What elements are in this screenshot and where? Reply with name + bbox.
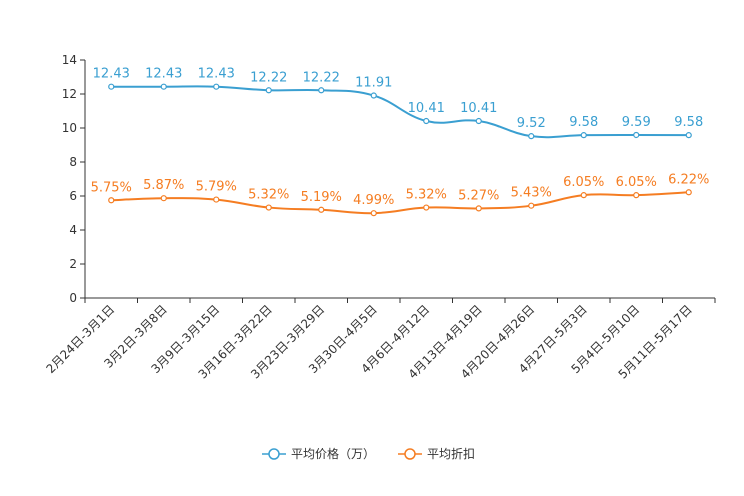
- legend-item-1[interactable]: 平均折扣: [398, 446, 475, 461]
- data-point: [685, 189, 692, 196]
- legend-marker-icon: [404, 448, 416, 460]
- y-tick-label: 12: [62, 87, 77, 101]
- y-tick-label: 0: [69, 291, 77, 305]
- data-point: [633, 192, 640, 199]
- data-label: 5.32%: [406, 188, 447, 203]
- y-tick-label: 14: [62, 53, 77, 67]
- data-point: [370, 210, 377, 217]
- data-label: 9.58: [674, 115, 703, 130]
- y-tick-label: 4: [69, 223, 77, 237]
- data-label: 5.32%: [248, 188, 289, 203]
- data-label: 10.41: [408, 101, 445, 116]
- data-point: [528, 133, 535, 140]
- y-tick-label: 6: [69, 189, 77, 203]
- data-label: 12.22: [303, 70, 340, 85]
- data-point: [423, 204, 430, 211]
- legend-item-0[interactable]: 平均价格（万）: [262, 446, 375, 461]
- data-point: [213, 83, 220, 90]
- legend-marker-icon: [268, 448, 280, 460]
- data-label: 12.22: [250, 70, 287, 85]
- data-label: 12.43: [145, 67, 182, 82]
- data-label: 6.05%: [616, 175, 657, 190]
- data-point: [580, 192, 587, 199]
- data-point: [108, 197, 115, 204]
- data-label: 11.91: [355, 76, 392, 91]
- data-point: [580, 132, 587, 139]
- data-point: [423, 117, 430, 125]
- data-point: [265, 87, 272, 94]
- data-point: [318, 206, 325, 213]
- data-label: 5.87%: [143, 178, 184, 193]
- data-point: [108, 83, 115, 90]
- data-label: 12.43: [198, 67, 235, 82]
- data-points: [108, 83, 692, 217]
- data-point: [685, 132, 692, 139]
- data-label: 9.59: [622, 115, 651, 130]
- data-label: 10.41: [460, 101, 497, 116]
- data-point: [528, 202, 535, 209]
- data-point: [160, 83, 167, 90]
- data-point: [265, 204, 272, 211]
- data-point: [475, 205, 482, 212]
- chart-axes: 024681012142月24日-3月1日3月2日-3月8日3月9日-3月15日…: [43, 53, 716, 382]
- data-label: 5.19%: [301, 190, 342, 205]
- data-label: 5.79%: [196, 180, 237, 195]
- data-label: 4.99%: [353, 193, 394, 208]
- data-point: [160, 195, 167, 202]
- data-point: [318, 87, 325, 94]
- y-tick-label: 10: [62, 121, 77, 135]
- legend-label: 平均价格（万）: [291, 446, 375, 461]
- data-label: 6.05%: [563, 175, 604, 190]
- series-line-0: [111, 85, 689, 139]
- legend-label: 平均折扣: [427, 446, 475, 461]
- data-label: 9.58: [569, 115, 598, 130]
- y-tick-label: 2: [69, 257, 77, 271]
- data-point: [370, 92, 377, 99]
- data-point: [213, 196, 220, 203]
- y-tick-label: 8: [69, 155, 77, 169]
- data-label: 5.75%: [91, 180, 132, 195]
- legend: 平均价格（万） 平均折扣: [262, 446, 475, 461]
- data-labels: 12.43 12.43 12.43 12.22 12.22 11.91 10.41 10.41…: [91, 67, 710, 208]
- data-label: 6.22%: [668, 172, 709, 187]
- data-point: [633, 131, 640, 139]
- data-label: 9.52: [517, 116, 546, 131]
- series-lines: [111, 85, 689, 215]
- data-label: 5.27%: [458, 188, 499, 203]
- data-point: [475, 117, 482, 125]
- data-label: 5.43%: [511, 186, 552, 201]
- series-line-1: [111, 191, 689, 215]
- data-label: 12.43: [93, 67, 130, 82]
